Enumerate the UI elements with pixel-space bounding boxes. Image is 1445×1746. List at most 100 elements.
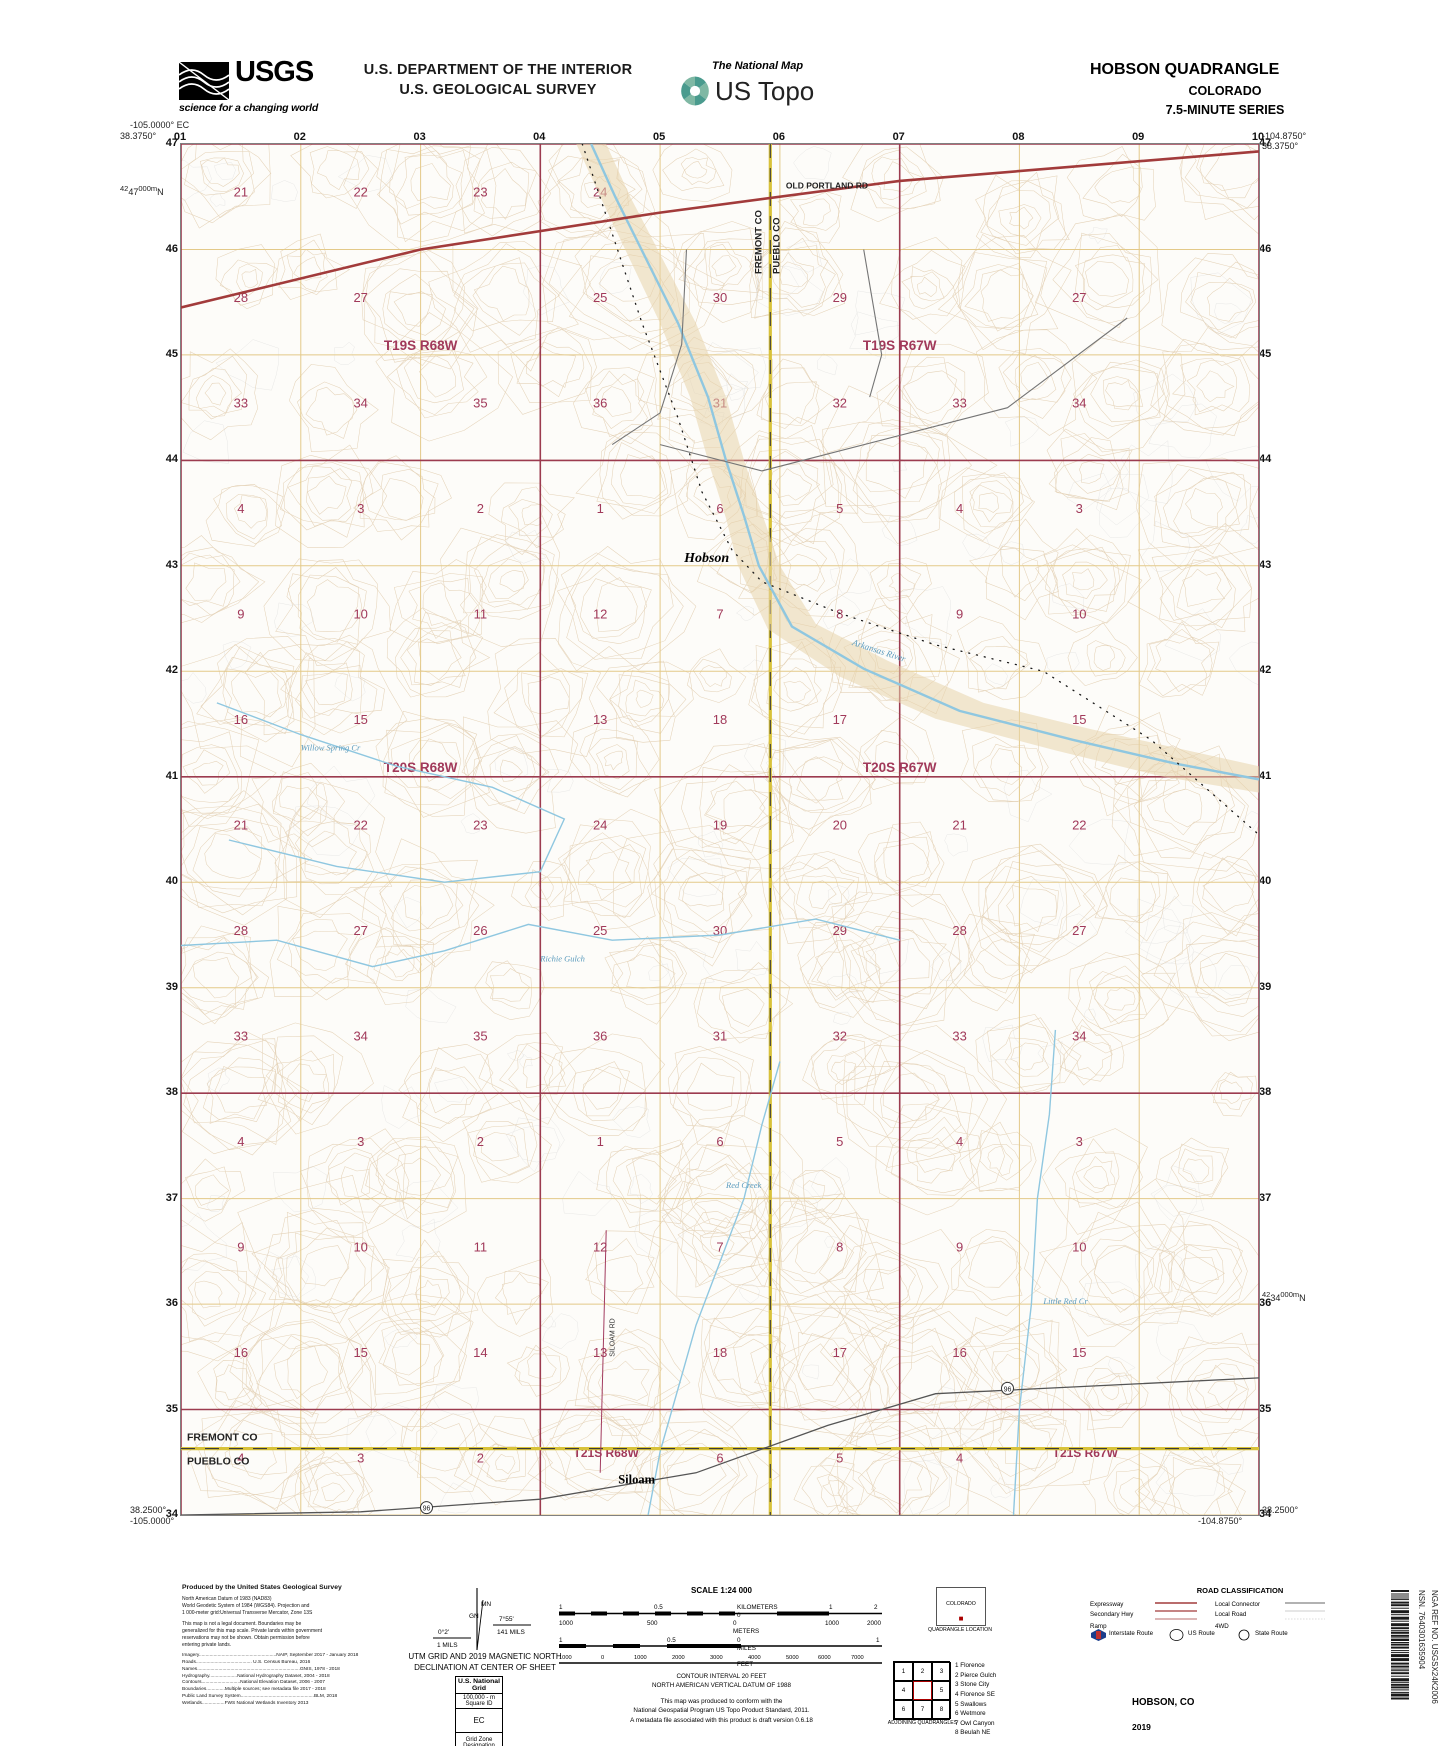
svg-text:500: 500 (647, 1620, 658, 1627)
svg-text:10: 10 (1072, 607, 1086, 622)
svg-text:1: 1 (597, 1134, 604, 1149)
svg-text:5: 5 (836, 1450, 843, 1465)
svg-text:Red Creek: Red Creek (725, 1180, 762, 1190)
svg-text:3: 3 (1076, 501, 1083, 516)
svg-text:PUEBLO CO: PUEBLO CO (187, 1456, 249, 1468)
svg-text:21: 21 (952, 818, 966, 833)
svg-text:0: 0 (733, 1620, 737, 1627)
svg-text:4: 4 (956, 1134, 963, 1149)
svg-text:34: 34 (353, 396, 367, 411)
svg-text:7: 7 (716, 1239, 723, 1254)
svg-text:22: 22 (1072, 818, 1086, 833)
svg-text:4: 4 (956, 501, 963, 516)
svg-text:31: 31 (713, 1028, 727, 1043)
svg-text:2: 2 (477, 501, 484, 516)
svg-text:15: 15 (1072, 1345, 1086, 1360)
svg-text:11: 11 (474, 1239, 488, 1254)
svg-text:23: 23 (473, 185, 487, 200)
svg-text:1: 1 (876, 1637, 880, 1644)
svg-text:21: 21 (234, 818, 248, 833)
svg-text:33: 33 (234, 1028, 248, 1043)
svg-text:Little Red Cr: Little Red Cr (1042, 1296, 1088, 1306)
svg-text:8: 8 (836, 607, 843, 622)
svg-text:1000: 1000 (559, 1620, 574, 1627)
svg-text:PUEBLO CO: PUEBLO CO (771, 218, 782, 274)
svg-text:23: 23 (473, 818, 487, 833)
svg-text:141 MILS: 141 MILS (497, 1629, 525, 1636)
svg-text:20: 20 (833, 818, 847, 833)
svg-text:35: 35 (473, 396, 487, 411)
svg-text:16: 16 (234, 1345, 248, 1360)
svg-text:2: 2 (874, 1604, 878, 1611)
svg-text:T20S R67W: T20S R67W (863, 760, 937, 775)
svg-text:24: 24 (593, 818, 607, 833)
svg-text:26: 26 (473, 923, 487, 938)
svg-text:9: 9 (956, 1239, 963, 1254)
svg-text:34: 34 (1072, 1028, 1086, 1043)
svg-text:9: 9 (237, 1239, 244, 1254)
svg-text:2000: 2000 (672, 1655, 685, 1661)
svg-text:SILOAM RD: SILOAM RD (610, 1318, 617, 1357)
svg-text:30: 30 (713, 290, 727, 305)
svg-text:KILOMETERS: KILOMETERS (737, 1604, 778, 1611)
svg-text:7°55': 7°55' (499, 1615, 514, 1623)
svg-text:T19S R68W: T19S R68W (384, 338, 458, 353)
svg-text:36: 36 (593, 396, 607, 411)
svg-text:7000: 7000 (851, 1655, 864, 1661)
svg-text:25: 25 (593, 290, 607, 305)
svg-text:27: 27 (353, 923, 367, 938)
svg-text:33: 33 (952, 396, 966, 411)
svg-text:FEET: FEET (737, 1661, 753, 1668)
svg-text:32: 32 (833, 396, 847, 411)
svg-text:18: 18 (713, 712, 727, 727)
svg-text:T19S R67W: T19S R67W (863, 338, 937, 353)
svg-text:96: 96 (1004, 1386, 1012, 1393)
svg-text:Willow Spring Cr: Willow Spring Cr (301, 742, 361, 752)
svg-text:3: 3 (1076, 1134, 1083, 1149)
svg-text:15: 15 (1072, 712, 1086, 727)
svg-text:OLD PORTLAND RD: OLD PORTLAND RD (786, 180, 868, 190)
svg-text:5: 5 (836, 501, 843, 516)
svg-text:1: 1 (559, 1604, 563, 1611)
svg-text:FREMONT CO: FREMONT CO (187, 1432, 258, 1444)
svg-text:0: 0 (601, 1655, 604, 1661)
svg-text:28: 28 (234, 923, 248, 938)
svg-text:3: 3 (357, 1450, 364, 1465)
svg-text:0.5: 0.5 (667, 1637, 676, 1644)
svg-text:10: 10 (353, 607, 367, 622)
svg-text:3: 3 (357, 1134, 364, 1149)
svg-text:33: 33 (234, 396, 248, 411)
svg-text:13: 13 (593, 1345, 607, 1360)
svg-text:Siloam: Siloam (618, 1472, 655, 1486)
svg-text:8: 8 (836, 1239, 843, 1254)
svg-text:16: 16 (952, 1345, 966, 1360)
svg-text:34: 34 (1072, 396, 1086, 411)
svg-text:11: 11 (474, 607, 488, 622)
svg-text:4: 4 (956, 1450, 963, 1465)
svg-text:GN: GN (469, 1613, 479, 1620)
svg-text:12: 12 (593, 607, 607, 622)
svg-text:4: 4 (237, 1134, 244, 1149)
svg-text:1: 1 (597, 501, 604, 516)
svg-text:1: 1 (829, 1604, 833, 1611)
svg-text:2000: 2000 (867, 1620, 882, 1627)
svg-text:21: 21 (234, 185, 248, 200)
svg-text:3000: 3000 (710, 1655, 723, 1661)
svg-text:2: 2 (477, 1450, 484, 1465)
svg-text:0: 0 (737, 1637, 741, 1644)
svg-text:0°2': 0°2' (438, 1628, 449, 1636)
svg-text:29: 29 (833, 290, 847, 305)
svg-text:18: 18 (713, 1345, 727, 1360)
svg-text:15: 15 (353, 1345, 367, 1360)
svg-text:19: 19 (713, 818, 727, 833)
svg-text:2: 2 (477, 1134, 484, 1149)
svg-text:10: 10 (353, 1239, 367, 1254)
svg-text:34: 34 (353, 1028, 367, 1043)
svg-text:4: 4 (237, 501, 244, 516)
svg-text:1000: 1000 (825, 1620, 840, 1627)
svg-text:0.5: 0.5 (654, 1604, 663, 1611)
svg-text:9: 9 (237, 607, 244, 622)
svg-text:10: 10 (1072, 1239, 1086, 1254)
svg-text:27: 27 (353, 290, 367, 305)
svg-text:7: 7 (716, 607, 723, 622)
